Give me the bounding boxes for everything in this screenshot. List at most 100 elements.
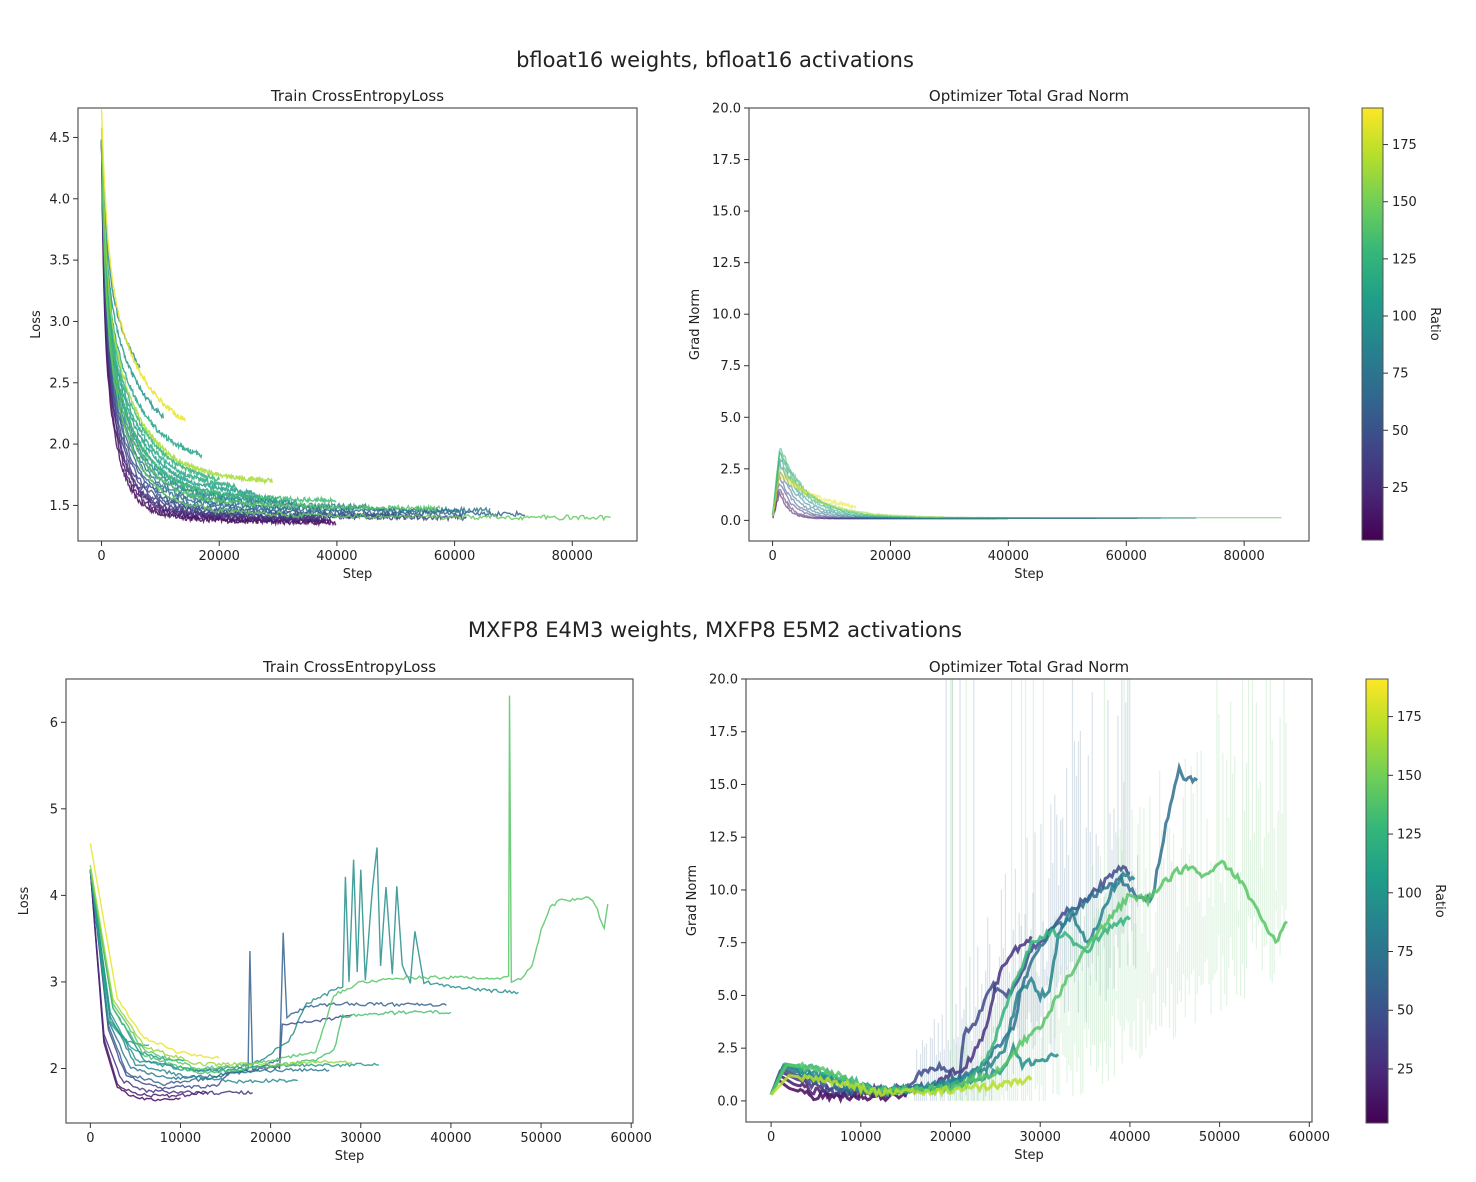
series-line [89,847,519,1073]
x-tick-label: 80000 [552,549,593,564]
x-tick-label: 40000 [988,549,1029,564]
series-line [89,869,353,1090]
y-tick-label: 3.5 [49,254,70,269]
series-line [89,864,353,1067]
series-line [100,139,611,522]
axes-frame [65,678,634,1124]
y-tick-label: 2.5 [49,376,70,391]
x-tick-label: 50000 [1199,1130,1240,1145]
x-tick-label: 80000 [1223,549,1264,564]
series-line [89,869,186,1062]
y-tick-label: 12.5 [712,256,741,271]
series-line [100,139,441,514]
colorbar-tick-label: 25 [1392,481,1409,496]
y-tick-label: 3.0 [49,315,70,330]
colorbar-label: Ratio [1427,307,1442,340]
colorbar-tick-label: 100 [1392,310,1417,325]
colorbar-tick-label: 175 [1392,138,1417,153]
series-line [89,843,220,1059]
x-tick-label: 40000 [316,549,357,564]
colorbar-label: Ratio [1432,884,1447,917]
y-tick-label: 10.0 [709,883,738,898]
x-tick-label: 40000 [1109,1130,1150,1145]
series-line [100,139,491,514]
series-line [100,139,315,523]
series-line [100,139,203,460]
x-tick-label: 0 [768,549,776,564]
spike-envelope [949,679,1287,1101]
series-line [100,139,526,518]
colorbar-tick-label: 125 [1392,252,1417,267]
x-tick-label: 20000 [250,1131,291,1146]
axes-frame [745,678,1313,1123]
colorbar-gradient [1365,678,1389,1124]
y-tick-label: 6 [50,716,58,731]
series-line [100,139,220,483]
y-tick-label: 20.0 [712,102,741,117]
colorbar-tick-label: 25 [1397,1062,1414,1077]
suptitle-bfloat16: bfloat16 weights, bfloat16 activations [516,48,914,72]
y-tick-label: 17.5 [712,153,741,168]
subplot-mxfp8-loss: Train CrossEntropyLoss 0 10000 20000 30000 40… [17,658,652,1164]
series-line [100,139,467,523]
y-tick-label: 7.5 [720,359,741,374]
series-line [100,109,186,422]
plot-area [89,695,609,1102]
y-axis-label: Grad Norm [688,289,703,360]
x-tick-label: 20000 [870,549,911,564]
colorbar-tick-label: 150 [1397,769,1422,784]
plot-area [100,109,611,528]
colorbar-tick-label: 175 [1397,710,1422,725]
x-tick-label: 30000 [340,1131,381,1146]
y-tick-label: 17.5 [709,725,738,740]
y-tick-label: 4 [50,889,58,904]
subplot-title: Train CrossEntropyLoss [270,87,444,105]
x-tick-label: 0 [97,549,105,564]
y-tick-label: 20.0 [709,673,738,688]
y-tick-label: 2.5 [720,462,741,477]
y-tick-label: 15.0 [709,778,738,793]
subplot-title: Optimizer Total Grad Norm [929,87,1129,105]
colorbar-tick-label: 50 [1392,424,1409,439]
y-tick-label: 3 [50,975,58,990]
series-line [89,869,452,1075]
series-line [100,139,337,505]
series-line [89,695,609,1071]
x-tick-label: 10000 [840,1130,881,1145]
series-line [100,139,425,521]
subplot-mxfp8-gradnorm: Optimizer Total Grad Norm 0 10000 20000 3000… [685,658,1447,1163]
x-tick-label: 60000 [611,1131,652,1146]
plot-area [769,679,1288,1104]
x-axis-label: Step [1014,567,1044,582]
plot-area [771,447,1282,520]
series-line [100,139,256,497]
y-tick-label: 5.0 [720,411,741,426]
subplot-title: Optimizer Total Grad Norm [929,658,1129,676]
colorbar-tick-label: 125 [1397,828,1422,843]
series-line [100,127,273,486]
y-axis-label: Loss [17,887,32,916]
series-line [89,869,208,1099]
series-line [89,869,330,1081]
x-tick-label: 0 [767,1130,775,1145]
subplot-title: Train CrossEntropyLoss [262,658,436,676]
x-tick-label: 60000 [1289,1130,1330,1145]
colorbar-tick-label: 75 [1397,945,1414,960]
colorbar: 25 50 75 100 125 150 175 Ratio [1365,678,1447,1124]
colorbar-tick-label: 100 [1397,886,1422,901]
series-line [771,471,857,517]
y-tick-label: 2 [50,1062,58,1077]
x-axis-label: Step [343,567,373,582]
x-tick-label: 60000 [1106,549,1147,564]
y-tick-label: 2.0 [49,438,70,453]
axes-frame [77,107,638,542]
colorbar: 25 50 75 100 125 150 175 Ratio [1361,107,1442,541]
series-line [100,139,238,491]
x-tick-label: 20000 [930,1130,971,1145]
y-axis-label: Grad Norm [685,865,700,936]
colorbar-tick-label: 150 [1392,195,1417,210]
series-line [770,1073,1033,1100]
y-axis-label: Loss [29,310,44,339]
x-tick-label: 40000 [430,1131,471,1146]
series-line [771,451,1282,519]
